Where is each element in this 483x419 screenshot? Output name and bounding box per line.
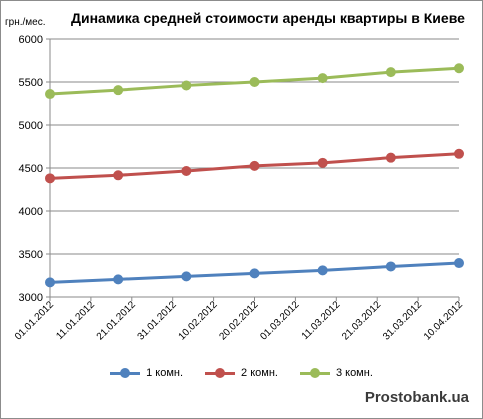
x-axis-tick-label-2: 21.01.2012 [95, 299, 138, 342]
series-2-point-4 [317, 157, 328, 168]
legend-label-1-room: 1 комн. [146, 367, 184, 379]
series-1-point-0 [45, 277, 55, 288]
legend-dot-1-room [120, 368, 131, 378]
x-axis-tick-label-1: 11.01.2012 [54, 299, 97, 342]
x-axis-tick-label-7: 11.03.2012 [300, 299, 343, 342]
series-2-point-0 [45, 173, 55, 184]
x-axis-tick-label-5: 20.02.2012 [217, 299, 260, 342]
series-2-point-2 [181, 166, 192, 177]
y-axis-tick-label-4: 5000 [19, 120, 43, 132]
series-2-point-6 [454, 148, 464, 159]
series-3-point-2 [181, 80, 192, 91]
series-1-point-1 [113, 274, 124, 285]
legend-item-1-room: 1 комн. [110, 367, 183, 379]
chart-title: Динамика средней стоимости аренды кварти… [71, 10, 465, 26]
series-3-point-0 [45, 89, 55, 100]
x-axis-tick-label-10: 10.04.2012 [422, 299, 465, 342]
series-1-point-6 [454, 258, 464, 269]
series-3-point-6 [454, 63, 464, 74]
legend-swatch-2-room [205, 368, 236, 378]
series-1-point-2 [181, 271, 192, 282]
legend-dot-3-room [309, 368, 320, 378]
y-axis-tick-label-1: 3500 [19, 249, 43, 261]
series-1-point-3 [249, 268, 260, 279]
y-axis-tick-label-5: 5500 [19, 77, 43, 89]
series-3-point-3 [249, 77, 260, 87]
y-axis-tick-label-2: 4000 [19, 206, 43, 218]
legend-swatch-3-room [299, 368, 330, 378]
legend-swatch-1-room [110, 368, 141, 378]
legend-label-2-room: 2 комн. [241, 367, 278, 379]
series-3-point-4 [317, 73, 328, 84]
legend-label-3-room: 3 комн. [335, 367, 373, 379]
series-1-point-5 [385, 261, 396, 272]
x-axis-tick-label-6: 01.03.2012 [258, 299, 301, 342]
series-3-point-5 [385, 67, 396, 78]
y-axis-tick-label-0: 3000 [19, 292, 43, 304]
brand-watermark: Prostobank.ua [364, 389, 469, 406]
x-axis-tick-label-0: 01.01.2012 [13, 299, 56, 342]
x-axis-tick-label-8: 21.03.2012 [340, 299, 383, 342]
series-1-point-4 [317, 265, 328, 276]
series-2-point-3 [249, 160, 260, 171]
x-axis-tick-label-4: 10.02.2012 [177, 299, 220, 342]
series-3-point-1 [113, 85, 124, 96]
y-axis-tick-label-3: 4500 [19, 163, 43, 175]
y-axis-unit-label: грн./мес. [5, 17, 46, 28]
chart-legend: 1 комн. 2 комн. 3 комн. [1, 365, 482, 381]
series-2-point-5 [385, 152, 396, 163]
x-axis-tick-label-9: 31.03.2012 [381, 299, 424, 342]
legend-item-2-room: 2 комн. [205, 367, 278, 379]
legend-item-3-room: 3 комн. [299, 367, 373, 379]
legend-dot-2-room [215, 368, 226, 378]
y-axis-tick-label-6: 6000 [19, 34, 43, 46]
series-2-point-1 [113, 170, 124, 181]
x-axis-tick-label-3: 31.01.2012 [136, 299, 179, 342]
